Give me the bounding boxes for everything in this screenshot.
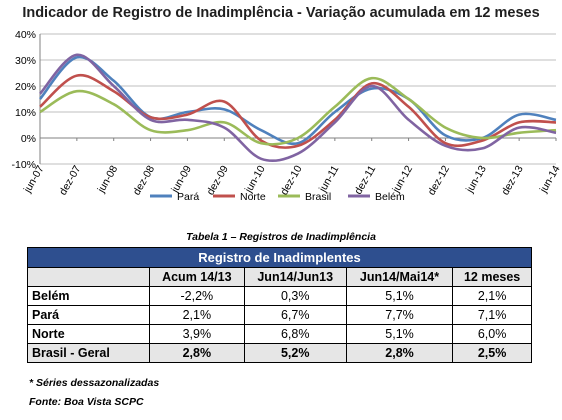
x-tick-label: dez-07 — [57, 163, 84, 197]
column-header-jun-jun: Jun14/Jun13 — [243, 267, 347, 287]
row-label: Pará — [27, 305, 150, 325]
row-label: Norte — [27, 324, 150, 344]
row-label: Belém — [27, 286, 150, 306]
table-header: Registro de Inadimplentes — [27, 247, 532, 268]
legend-label: Belém — [375, 191, 405, 203]
table-caption: Tabela 1 – Registros de Inadimplência — [186, 231, 376, 243]
x-tick-label: dez-13 — [499, 163, 526, 197]
table-cell: 0,3% — [243, 286, 347, 306]
table-cell: 2,8% — [345, 343, 454, 363]
chart-title: Indicador de Registro de Inadimplência -… — [22, 5, 540, 21]
series-line-norte — [39, 73, 557, 149]
x-tick-label: jun-14 — [537, 163, 562, 195]
column-header-12-meses: 12 meses — [452, 267, 532, 287]
x-tick-label: jun-08 — [95, 163, 121, 195]
table-cell: 2,1% — [149, 305, 245, 325]
table-row: Norte 3,9% 6,8% 5,1% 6,0% — [27, 324, 532, 344]
series-line-pará — [38, 55, 557, 146]
y-tick-label: 10% — [15, 107, 36, 119]
column-header-acum: Acum 14/13 — [149, 267, 245, 287]
series-line-belém — [39, 53, 557, 162]
y-tick-label: -10% — [11, 159, 36, 171]
table-cell: 6,8% — [243, 324, 347, 344]
table-cell: 5,1% — [345, 286, 454, 306]
y-tick-label: 20% — [15, 81, 36, 93]
column-header-blank — [27, 267, 150, 287]
footnote-seasonal: * Séries dessazonalizadas — [29, 377, 160, 389]
chart-series — [38, 53, 557, 162]
row-label: Brasil - Geral — [27, 343, 150, 363]
x-tick-label: dez-08 — [131, 163, 158, 197]
x-tick-label: dez-10 — [278, 163, 305, 197]
chart-legend: Pará Norte Brasil Belém — [150, 191, 405, 203]
table-cell: 3,9% — [149, 324, 245, 344]
x-tick-labels: jun-07 dez-07 jun-08 dez-08 jun-09 dez-09 jun-… — [21, 163, 562, 197]
x-tick-label: dez-12 — [426, 163, 453, 197]
x-tick-label: dez-09 — [204, 163, 231, 197]
table-row: Pará 2,1% 6,7% 7,7% 7,1% — [27, 305, 532, 325]
table-cell: 6,0% — [452, 324, 532, 344]
table-cell: 7,1% — [452, 305, 532, 325]
y-tick-label: 30% — [15, 55, 36, 67]
table-row-total: Brasil - Geral 2,8% 5,2% 2,8% 2,5% — [27, 343, 532, 363]
line-chart: -10%0%10%20%30%40% jun-07 dez-07 jun-08 dez… — [11, 29, 562, 203]
table-cell: 5,2% — [243, 343, 347, 363]
registro-table: Registro de Inadimplentes Acum 14/13 Jun… — [27, 247, 532, 363]
table-cell: 2,8% — [149, 343, 245, 363]
table-cell: 5,1% — [345, 324, 454, 344]
y-tick-labels: -10% 0% 10% 20% 30% 40% — [11, 29, 36, 171]
legend-label: Pará — [177, 191, 199, 203]
table-row: Belém -2,2% 0,3% 5,1% 2,1% — [27, 286, 532, 306]
table-cell: -2,2% — [149, 286, 245, 306]
x-tick-label: jun-13 — [463, 163, 489, 195]
table-cell: 2,1% — [452, 286, 532, 306]
y-tick-label: 40% — [15, 29, 36, 41]
footnote-source: Fonte: Boa Vista SCPC — [29, 396, 144, 408]
legend-label: Norte — [240, 191, 266, 203]
y-tick-label: 0% — [21, 133, 36, 145]
table-cell: 2,5% — [452, 343, 532, 363]
series-line-brasil — [39, 76, 557, 146]
table-cell: 7,7% — [345, 305, 454, 325]
column-header-jun-mai: Jun14/Mai14* — [345, 267, 454, 287]
legend-label: Brasil — [305, 191, 331, 203]
table-cell: 6,7% — [243, 305, 347, 325]
